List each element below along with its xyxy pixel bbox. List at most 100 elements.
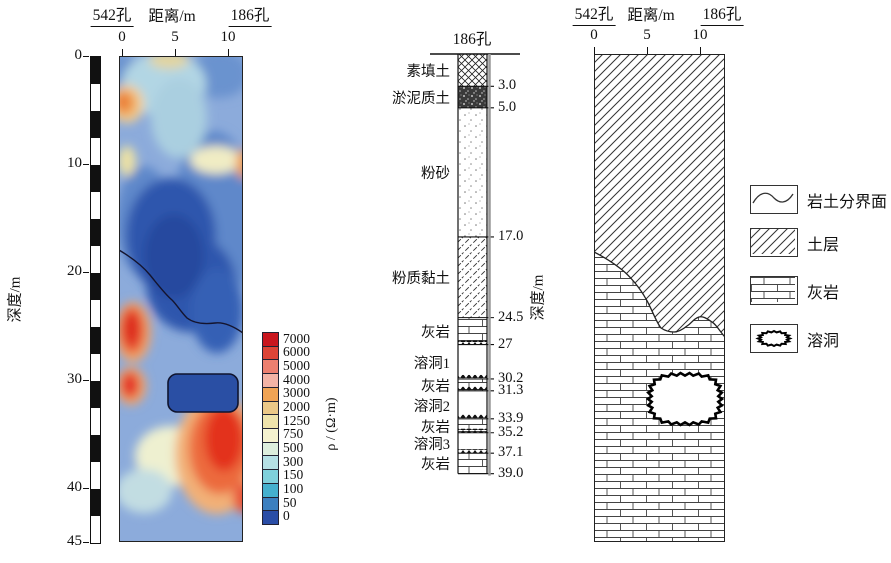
layer-name-label: 灰岩 [421, 325, 450, 342]
resistivity-depth-tick-mark [83, 56, 89, 57]
cave-teeth-row [458, 374, 487, 379]
interpreted-distance-tick-label: 0 [590, 27, 598, 43]
resistivity-depth-tick-label: 40 [67, 479, 82, 495]
interpreted-section [594, 54, 725, 542]
colorbar-value: 750 [283, 426, 304, 442]
legend-item-limestone: 灰岩 [750, 276, 840, 305]
borehole-layer-speckle [458, 86, 487, 108]
resistivity-borehole-542-label: 542孔 [90, 3, 134, 27]
resistivity-distance-axis-title: 距离/m [148, 8, 196, 25]
layer-depth-value: 35.2 [498, 423, 524, 440]
layer-depth-value: 5.0 [498, 98, 517, 115]
borehole-layer-cave [458, 344, 487, 379]
colorbar-cell [263, 429, 278, 443]
interpreted-section-border [594, 54, 725, 542]
interpreted-distance-tick-label: 10 [692, 27, 708, 43]
layer-depth-value: 30.2 [498, 369, 524, 386]
colorbar-value: 150 [283, 467, 304, 483]
borehole-depth-axis-title: 深度/m [530, 274, 547, 321]
interpreted-borehole-186-label: 186孔 [700, 2, 744, 26]
cave-teeth-row [458, 414, 487, 419]
layer-name-label: 素填土 [406, 64, 451, 81]
resistivity-borehole-186-label: 186孔 [228, 3, 272, 27]
resistivity-depth-tick-label: 30 [67, 371, 82, 387]
layer-depth-value: 37.1 [498, 444, 524, 461]
resistivity-colorbar [262, 332, 279, 525]
borehole-layer-cave [458, 432, 487, 454]
colorbar-cell [263, 374, 278, 388]
colorbar-value: 7000 [283, 330, 310, 346]
resistivity-depth-axis-title: 深度/m [7, 276, 24, 323]
colorbar-cell [263, 456, 278, 471]
soil-hatch-icon [750, 228, 798, 257]
layer-name-label: 溶洞3 [413, 436, 450, 453]
borehole-log-title: 186孔 [452, 31, 492, 48]
resistivity-depth-tick-label: 0 [74, 47, 83, 63]
colorbar-cell [263, 360, 278, 375]
colorbar-value: 50 [283, 494, 297, 510]
resistivity-depth-tick-mark [83, 542, 89, 543]
interpreted-distance-axis-title: 距离/m [627, 7, 675, 24]
colorbar-value: 2000 [283, 399, 310, 415]
legend-label-cave: 溶洞 [807, 332, 840, 350]
colorbar-value: 1250 [283, 412, 310, 428]
resistivity-distance-tick-label: 0 [118, 29, 126, 45]
interpreted-distance-tick-mark [594, 47, 595, 54]
heatmap-interface-contour [119, 249, 243, 334]
cave-teeth-row [458, 386, 487, 391]
layer-name-label: 灰岩 [421, 457, 450, 474]
resistivity-distance-tick-label: 10 [220, 29, 236, 45]
resistivity-depth-tick-label: 10 [67, 155, 82, 171]
resistivity-distance-tick-mark [175, 49, 176, 56]
colorbar-value: 5000 [283, 358, 310, 374]
layer-depth-value: 24.5 [498, 308, 524, 325]
legend-label-interface: 岩土分界面 [807, 193, 888, 211]
layer-depth-value: 39.0 [498, 464, 524, 481]
cave-teeth-row [458, 449, 487, 454]
interpreted-borehole-542-label: 542孔 [572, 2, 616, 26]
layer-name-label: 溶洞1 [413, 355, 450, 372]
colorbar-cell [263, 387, 278, 402]
layer-name-label: 粉质黏土 [392, 271, 450, 288]
resistivity-distance-tick-label: 5 [171, 29, 179, 45]
resistivity-depth-tick-label: 20 [67, 263, 82, 279]
colorbar-value: 4000 [283, 371, 310, 387]
layer-depth-value: 33.9 [498, 409, 524, 426]
resistivity-depth-tick-label: 45 [67, 533, 82, 549]
legend-item-cave: 溶洞 [750, 324, 840, 353]
layer-depth-value: 17.0 [498, 227, 524, 244]
borehole-layer-crosshatch [458, 54, 487, 87]
colorbar-value: 300 [283, 453, 304, 469]
legend-item-interface: 岩土分界面 [750, 185, 888, 214]
layer-depth-value: 31.3 [498, 381, 524, 398]
colorbar-value: 3000 [283, 385, 310, 401]
resistivity-distance-tick-mark [122, 49, 123, 56]
cave-teeth-row [458, 428, 487, 433]
borehole-layer-brick [458, 378, 487, 391]
borehole-layer-dots [458, 107, 487, 237]
colorbar-cell [263, 470, 278, 484]
interpreted-distance-tick-label: 5 [643, 27, 651, 43]
colorbar-cell [263, 333, 278, 347]
soil-rock-interface-line [594, 251, 725, 338]
colorbar-cell [263, 415, 278, 430]
depth-scale-bar [90, 56, 101, 544]
resistivity-depth-tick-mark [83, 272, 89, 273]
limestone-brick-icon [750, 276, 798, 305]
heatmap-anomalies [119, 56, 243, 514]
resistivity-depth-tick-mark [83, 488, 89, 489]
colorbar-value: 6000 [283, 344, 310, 360]
colorbar-cell [263, 511, 278, 525]
legend-item-soil: 土层 [750, 228, 839, 257]
borehole-layer-brick [458, 453, 487, 474]
legend-label-limestone: 灰岩 [807, 284, 840, 302]
borehole-layer-cave [458, 390, 487, 419]
layer-name-label: 灰岩 [421, 419, 450, 436]
soil-region [594, 54, 725, 337]
colorbar-cell [263, 497, 278, 512]
resistivity-heatmap [119, 56, 243, 542]
layer-name-label: 粉砂 [421, 166, 450, 183]
colorbar-axis-title: ρ / (Ω·m) [324, 397, 339, 451]
interpreted-distance-tick-mark [647, 47, 648, 54]
